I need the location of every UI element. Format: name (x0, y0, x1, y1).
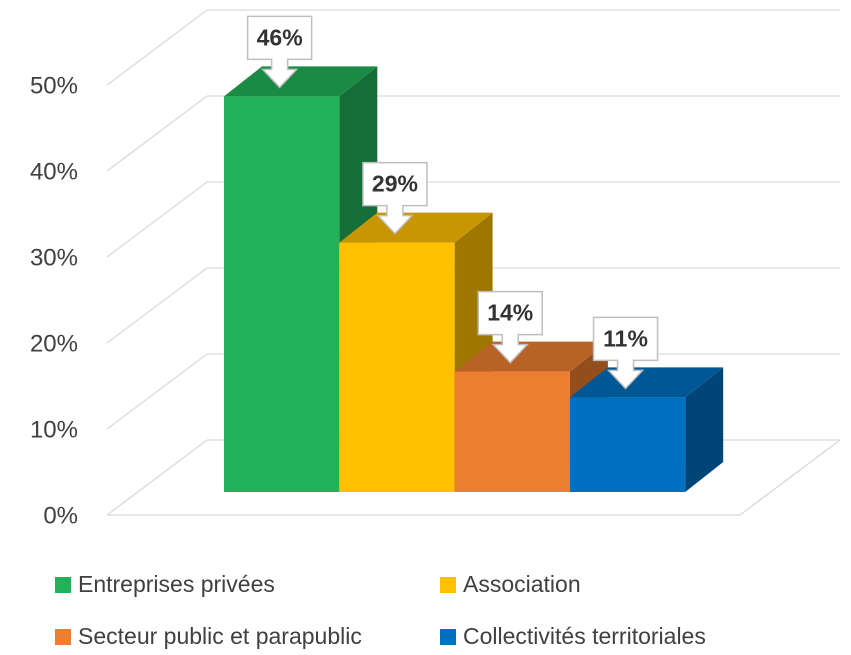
bar (569, 397, 686, 492)
callout (362, 161, 428, 235)
grid-line (106, 181, 208, 258)
value-label: 46% (257, 24, 303, 50)
legend-label: Entreprises privées (78, 571, 275, 597)
legend-swatch (55, 629, 71, 645)
bar-side (685, 367, 724, 492)
y-tick-label: 40% (30, 158, 78, 185)
bar-top (224, 66, 378, 97)
legend-label: Secteur public et parapublic (78, 623, 362, 649)
legend-swatch (55, 577, 71, 593)
callout (592, 316, 659, 390)
value-label: 29% (372, 171, 418, 197)
legend-swatch (440, 577, 456, 593)
bar-top (339, 212, 493, 243)
grid-line (106, 9, 208, 86)
bar (224, 96, 340, 493)
legend-label: Collectivités territoriales (463, 623, 706, 649)
legend-label: Association (463, 571, 581, 597)
grid-line (106, 267, 208, 344)
y-tick-label: 0% (43, 502, 78, 529)
y-tick-label: 50% (30, 72, 78, 99)
bar-top (569, 367, 724, 398)
bar (454, 371, 570, 492)
bar-top (454, 341, 608, 372)
grid-line (106, 95, 208, 172)
legend-swatch (440, 629, 456, 645)
value-label: 11% (603, 325, 648, 351)
bar (339, 242, 455, 492)
grid-line (106, 439, 208, 516)
callout (246, 15, 313, 89)
callout (477, 290, 543, 364)
y-tick-label: 20% (30, 330, 78, 357)
grid-line (106, 353, 208, 430)
floor-line (739, 439, 841, 516)
value-label: 14% (487, 300, 533, 326)
y-tick-label: 30% (30, 244, 78, 271)
y-tick-label: 10% (30, 416, 78, 443)
